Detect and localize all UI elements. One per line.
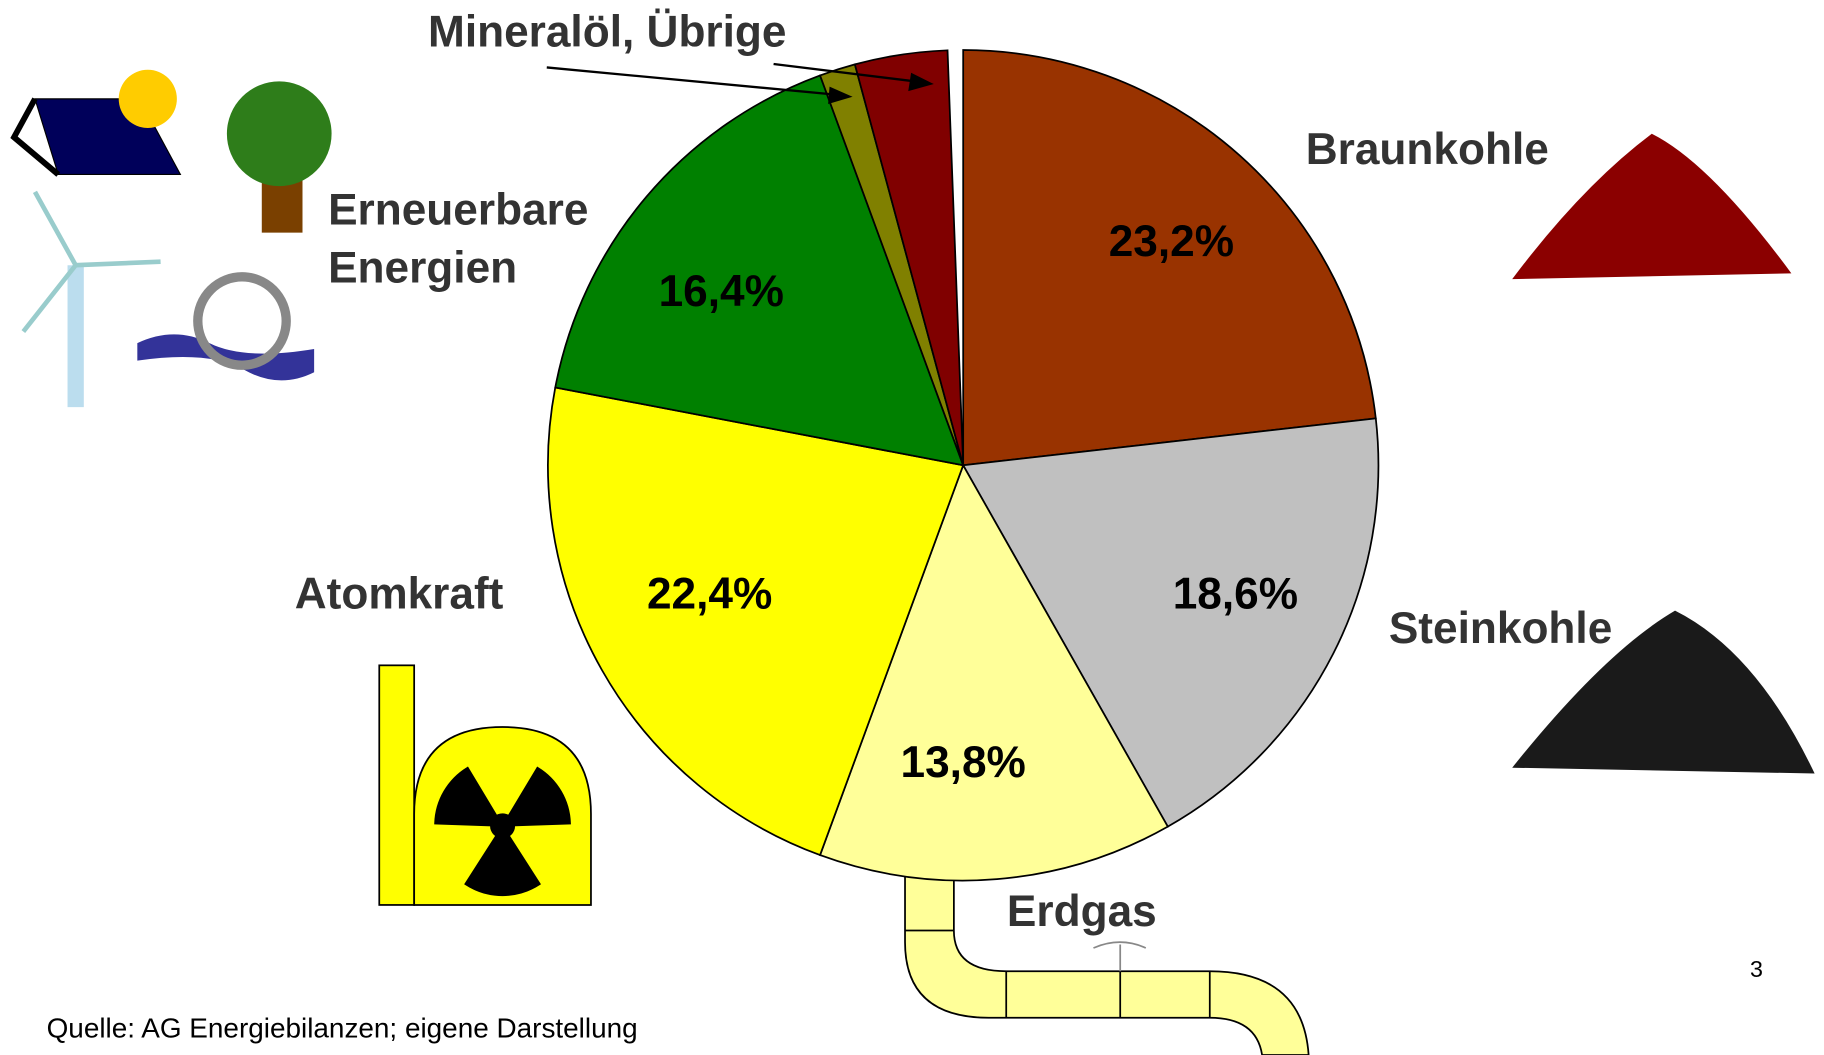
lignite-icon bbox=[1512, 133, 1792, 280]
data-label: 13,8% bbox=[901, 738, 1026, 787]
data-label: 16,4% bbox=[659, 267, 784, 316]
category-label: Steinkohle bbox=[1389, 604, 1612, 653]
coal-icon bbox=[1512, 610, 1815, 774]
category-label: Braunkohle bbox=[1306, 125, 1549, 174]
data-label: 18,6% bbox=[1173, 569, 1298, 618]
pie-slice bbox=[961, 417, 1380, 828]
pie-slice bbox=[554, 74, 965, 467]
category-label: Erdgas bbox=[1007, 887, 1157, 936]
pie bbox=[547, 49, 1380, 882]
data-label: 22,4% bbox=[647, 569, 772, 618]
pie-slice bbox=[853, 49, 965, 466]
data-label: 23,2% bbox=[1109, 217, 1234, 266]
renewables-icon bbox=[10, 69, 332, 408]
annotation: Mineralöl, Übrige bbox=[428, 8, 786, 57]
category-label: Erneuerbare Energien bbox=[328, 185, 588, 292]
nuclear-icon bbox=[378, 664, 592, 906]
pie-slice bbox=[818, 463, 1169, 882]
category-label: Atomkraft bbox=[295, 569, 504, 618]
source: Quelle: AG Energiebilanzen; eigene Darst… bbox=[47, 1013, 638, 1044]
pie-slice bbox=[547, 386, 965, 857]
annotation-arrows bbox=[546, 62, 934, 104]
pie-slice bbox=[962, 49, 1377, 467]
page-number: 3 bbox=[1750, 956, 1763, 982]
